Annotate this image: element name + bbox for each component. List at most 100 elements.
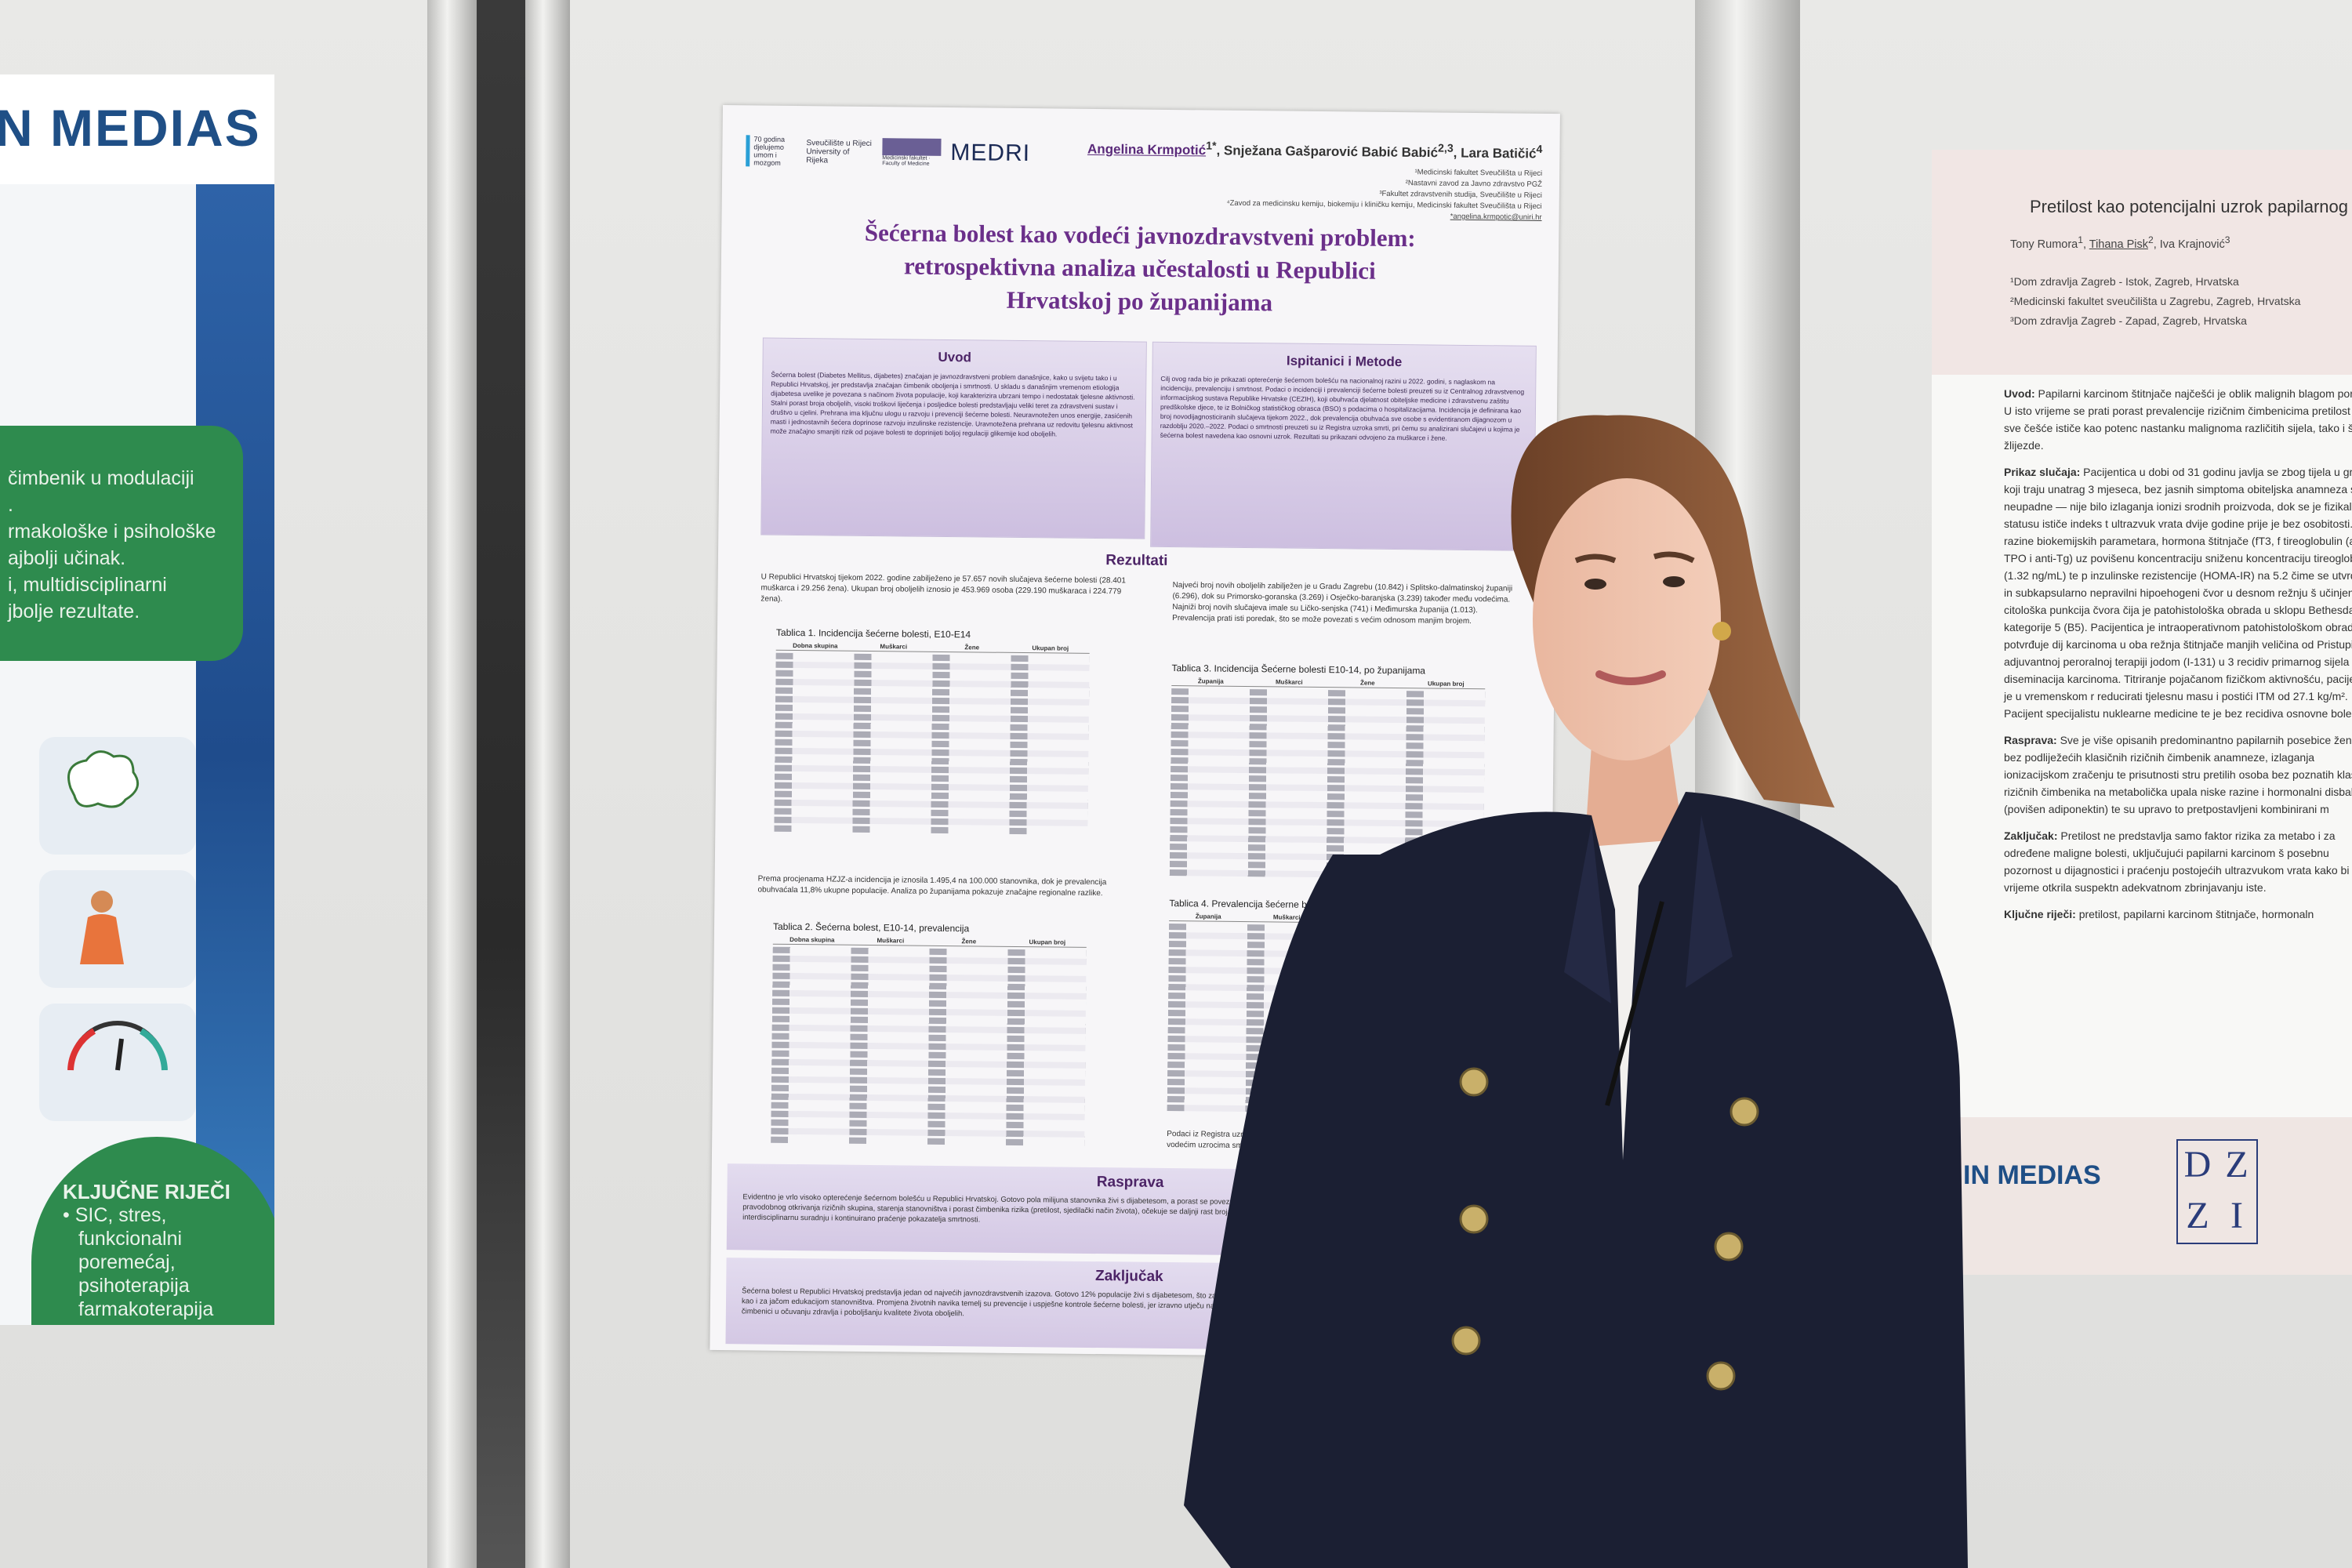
table-row — [775, 704, 1089, 714]
table-row — [775, 739, 1089, 749]
table-row — [771, 1093, 1085, 1103]
table-row — [1167, 1079, 1482, 1089]
table-row — [1168, 993, 1483, 1003]
table-row — [1171, 714, 1485, 724]
table-row — [775, 687, 1090, 697]
table-row — [1168, 949, 1483, 960]
anniversary-logo: 70 godina djelujemo umom i mozgom — [746, 135, 797, 167]
table-row — [1170, 800, 1484, 811]
table-header-row: Županija Muškarci Žene Ukupan broj — [1169, 912, 1483, 925]
table-row — [775, 661, 1090, 671]
results-text: Prema procjenama HZJZ-a incidencija je i… — [757, 874, 1107, 898]
zakljucak-section: Zaključak Šećerna bolest u Republici Hrv… — [725, 1258, 1533, 1352]
paragraph-text: Pacijentica u dobi od 31 godinu javlja s… — [2004, 466, 2352, 720]
background-gap — [477, 0, 525, 1568]
table-row — [774, 825, 1088, 835]
faculty-logo: Medicinski fakultet · Faculty of Medicin… — [882, 138, 942, 167]
table-row — [1169, 852, 1484, 862]
column-header: Županija — [1195, 913, 1221, 920]
paragraph: Rasprava: Sve je više opisanih predomina… — [2004, 731, 2352, 818]
table-row — [1170, 792, 1484, 802]
column-header: Dobna skupina — [789, 935, 835, 944]
table-row — [1170, 818, 1484, 828]
university-logo: Sveučilište u Rijeci University of Rijek… — [806, 138, 872, 165]
poster-body: Uvod: Papilarni karcinom štitnjače najče… — [2004, 385, 2352, 932]
table-row — [775, 747, 1089, 757]
table-row — [1171, 775, 1485, 785]
rasprava-section: Rasprava Evidentno je vrlo visoko optere… — [726, 1163, 1534, 1258]
table-row — [772, 981, 1087, 991]
text-line: ajbolji učinak. — [8, 547, 126, 569]
table-row — [771, 1110, 1085, 1120]
logo-letter: Z — [2225, 1144, 2249, 1185]
table-caption: Tablica 3. Incidencija Šećerne bolesti E… — [1171, 662, 1426, 677]
keyword-line: farmakoterapija — [78, 1298, 214, 1320]
author-list: Tony Rumora1, Tihana Pisk2, Iva Krajnovi… — [2010, 234, 2230, 251]
illustration-grid — [0, 733, 196, 1125]
table-row — [772, 989, 1087, 1000]
table-row — [1168, 932, 1483, 942]
section-heading: Uvod — [938, 349, 971, 365]
author-sup: 4 — [1536, 143, 1543, 156]
presenting-author: Tihana Pisk — [2089, 238, 2148, 251]
author: Iva Krajnović — [2159, 238, 2225, 251]
keywords-title: KLJUČNE RIJEČI — [63, 1180, 230, 1203]
diabetes-poster: 70 godina djelujemo umom i mozgom Sveuči… — [710, 105, 1560, 1359]
poster-title: Pretilost kao potencijalni uzrok papilar… — [2030, 197, 2352, 216]
table-3: Tablica 3. Incidencija Šećerne bolesti E… — [1169, 662, 1486, 881]
table-row — [771, 1050, 1086, 1060]
table-row — [1168, 958, 1483, 968]
section-text: Evidentno je vrlo visoko opterećenje šeć… — [742, 1192, 1518, 1225]
keyword-line: psihoterapija — [78, 1275, 190, 1297]
table-header-row: Županija Muškarci Žene Ukupan broj — [1171, 677, 1486, 690]
table-row — [1171, 723, 1485, 733]
table-row — [771, 1024, 1086, 1034]
table-header-row: Dobna skupina Muškarci Žene Ukupan broj — [775, 641, 1090, 654]
table-row — [1167, 1053, 1482, 1063]
paragraph: Prikaz slučaja: Pacijentica u dobi od 31… — [2004, 463, 2352, 722]
affiliations: ¹Dom zdravlja Zagreb - Istok, Zagreb, Hr… — [2010, 272, 2300, 331]
conclusion-box: čimbenik u modulaciji . rmakološke i psi… — [0, 426, 243, 661]
section-heading: Ispitanici i Metode — [1286, 353, 1403, 370]
column-header: Žene — [961, 938, 977, 946]
author-sup: 3 — [2224, 234, 2230, 245]
illustration-icons — [67, 750, 168, 1071]
table-row — [771, 1084, 1085, 1094]
partition-pole — [525, 0, 570, 1568]
table-row — [1169, 861, 1483, 871]
table-row — [1170, 783, 1484, 793]
table-row — [774, 790, 1088, 800]
rezultati-heading: Rezultati — [1105, 552, 1168, 569]
column-header: Ukupan broj — [1425, 915, 1462, 923]
table-row — [1170, 809, 1484, 819]
column-header: Ukupan broj — [1029, 938, 1066, 946]
table-row — [771, 1127, 1085, 1138]
table-row — [771, 1067, 1086, 1077]
author-sup: 2 — [2147, 234, 2154, 245]
text-line: . — [8, 494, 13, 516]
section-heading: Rasprava — [1096, 1174, 1164, 1191]
table-row — [771, 1041, 1086, 1051]
uvod-section: Uvod Šećerna bolest (Diabetes Mellitus, … — [760, 337, 1147, 539]
paragraph: Ključne riječi: pretilost, papilarni kar… — [2004, 906, 2352, 923]
logo-letter: I — [2230, 1195, 2243, 1236]
table-row — [775, 756, 1089, 766]
table-row — [1167, 1087, 1481, 1098]
table-row — [775, 713, 1089, 723]
table-row — [1168, 967, 1483, 977]
author-sup: 1* — [1206, 140, 1217, 153]
author: Tony Rumora — [2010, 238, 2078, 251]
results-text: Najveći broj novih oboljelih zabilježen … — [1172, 581, 1513, 626]
presenting-author: Angelina Krmpotić — [1087, 141, 1207, 158]
column-header: Dobna skupina — [793, 641, 838, 650]
section-text: Šećerna bolest (Diabetes Mellitus, dijab… — [770, 370, 1135, 438]
table-row — [1167, 1036, 1482, 1046]
table-row — [775, 730, 1089, 740]
poster-title: Šećerna bolest kao vodeći javnozdravstve… — [720, 215, 1559, 322]
table-row — [1171, 731, 1485, 742]
table-row — [771, 1033, 1086, 1043]
table-row — [772, 955, 1087, 965]
table-row — [1167, 1001, 1483, 1011]
table-2: Tablica 2. Šećerna bolest, E10-14, preva… — [771, 921, 1087, 1149]
column-header: Žene — [1357, 914, 1373, 922]
